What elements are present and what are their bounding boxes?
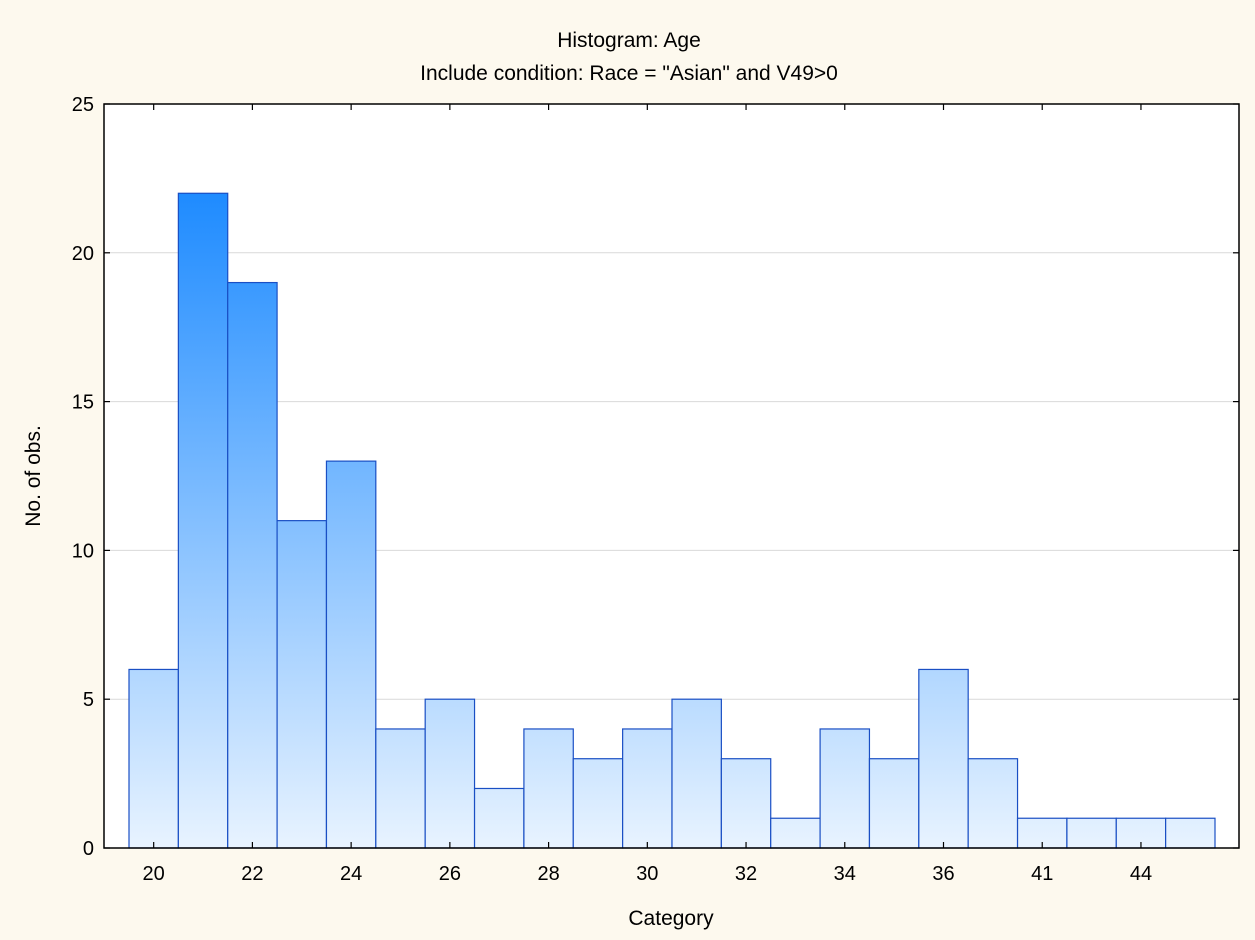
x-axis: 20 22 24 26 28 30 32 34 36 41 44	[143, 104, 1152, 885]
bar-45	[1165, 817, 1216, 849]
bar-24	[325, 460, 377, 849]
bar-26	[424, 698, 476, 849]
bar-37	[967, 758, 1019, 849]
x-tick-label: 22	[241, 863, 263, 885]
bar-20	[128, 668, 179, 849]
x-tick-label: 24	[340, 863, 362, 885]
x-tick-label: 30	[636, 863, 658, 885]
bar-25	[375, 728, 426, 849]
bar-34	[819, 728, 871, 849]
bar-28	[523, 728, 574, 849]
bars	[128, 192, 1216, 849]
y-tick-label: 5	[83, 689, 94, 711]
x-tick-label: 36	[932, 863, 954, 885]
x-tick-label: 20	[143, 863, 165, 885]
bar-23	[276, 520, 328, 849]
bar-21	[177, 192, 229, 849]
x-tick-label: 41	[1031, 863, 1053, 885]
bar-29	[572, 758, 624, 849]
bar-31	[671, 698, 722, 849]
y-tick-label: 25	[72, 94, 94, 116]
x-tick-label: 32	[735, 863, 757, 885]
bar-22	[227, 281, 278, 849]
bar-42	[1066, 817, 1117, 849]
y-tick-label: 0	[83, 838, 94, 860]
x-tick-label: 28	[537, 863, 559, 885]
bar-35	[868, 758, 920, 849]
y-axis-label: No. of obs.	[22, 425, 45, 527]
y-axis: 0 5 10 15 20 25	[72, 94, 1239, 860]
bar-30	[622, 728, 673, 849]
bar-27	[473, 787, 525, 849]
x-axis-label: Category	[628, 907, 714, 930]
chart-subtitle: Include condition: Race = "Asian" and V4…	[420, 62, 838, 85]
x-tick-label: 44	[1130, 863, 1152, 885]
bar-32	[720, 758, 772, 849]
y-tick-label: 15	[72, 392, 94, 414]
bar-33	[770, 817, 821, 849]
chart-title: Histogram: Age	[557, 29, 701, 52]
bar-36	[918, 668, 969, 849]
x-tick-label: 34	[834, 863, 856, 885]
y-tick-label: 20	[72, 243, 94, 265]
plot-frame	[103, 103, 1240, 849]
y-tick-label: 10	[72, 540, 94, 562]
x-tick-label: 26	[439, 863, 461, 885]
